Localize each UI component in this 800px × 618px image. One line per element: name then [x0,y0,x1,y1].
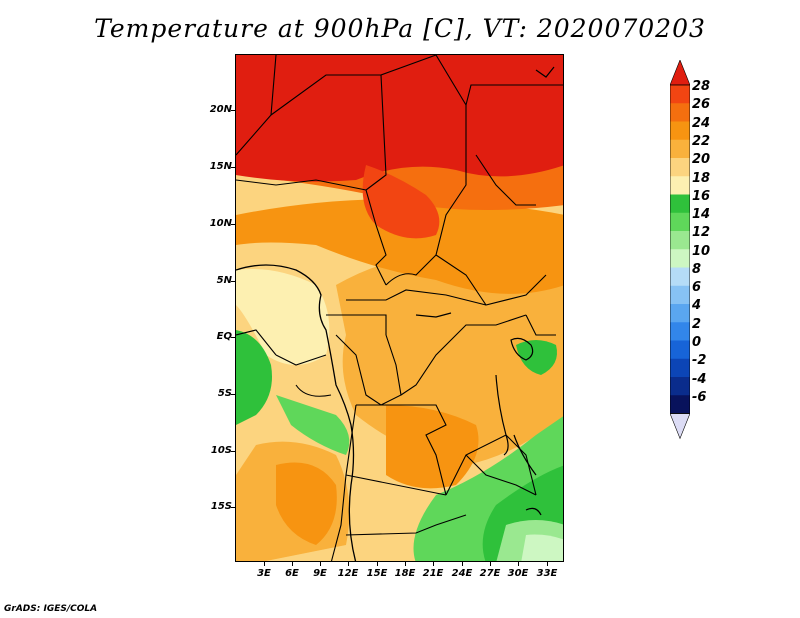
lon-label-6e: 6E [285,568,299,579]
colorbar-label: 6 [692,280,702,295]
colorbar-label: 28 [692,79,711,94]
lat-label-15n: 15N [209,161,232,172]
colorbar-label: 26 [692,97,711,112]
colorbar-segment [670,139,690,159]
band-14-16-westcoast [236,330,272,425]
colorbar-segment [670,85,690,104]
lon-label-3e: 3E [257,568,271,579]
colorbar-segment [670,322,690,341]
lat-tick [231,451,236,452]
colorbar-segment [670,395,690,414]
lon-tick [462,561,463,566]
band-12-14-coast [276,395,350,455]
colorbar-outline [670,84,690,414]
colorbar-segment [670,103,690,122]
colorbar-label: -2 [692,353,707,368]
lat-tick [231,167,236,168]
colorbar-segment [670,285,690,305]
lat-label-15s: 15S [210,501,232,512]
lat-label-eq: EQ [216,331,232,342]
lon-tick [490,561,491,566]
coastline [236,264,357,561]
colorbar-label: 2 [692,317,702,332]
colorbar-segment [670,176,690,195]
lon-label-9e: 9E [313,568,327,579]
lat-label-20n: 20N [209,104,232,115]
band-lakes-green [516,340,557,375]
lat-tick [231,110,236,111]
lon-tick [518,561,519,566]
grads-credit: GrADS: IGES/COLA [4,604,98,614]
lakes [415,66,555,516]
colorbar-segment [670,267,690,287]
colorbar-label: 24 [692,116,711,131]
lat-label-5s: 5S [217,388,232,399]
lon-label-24e: 24E [451,568,473,579]
colorbar-segment [670,158,690,177]
lon-label-30e: 30E [507,568,529,579]
lon-label-33e: 33E [536,568,558,579]
lon-tick [405,561,406,566]
colorbar-label: -4 [692,372,707,387]
lon-label-21e: 21E [422,568,444,579]
lat-tick [231,337,236,338]
lon-label-18e: 18E [394,568,416,579]
lon-tick [292,561,293,566]
band-26-28 [236,55,563,182]
band-sahel-warm [362,165,440,239]
colorbar [670,60,690,440]
map-canvas [236,55,563,561]
colorbar-min-triangle [670,413,690,440]
lat-label-10n: 10N [209,218,232,229]
lat-label-10s: 10S [210,445,232,456]
colorbar-segment [670,121,690,141]
lon-tick [348,561,349,566]
colorbar-label: 14 [692,207,711,222]
lon-tick [264,561,265,566]
colorbar-max-triangle [670,60,690,86]
lon-label-12e: 12E [337,568,359,579]
country-borders [236,55,563,561]
colorbar-segment [670,304,690,323]
lat-label-5n: 5N [216,275,232,286]
colorbar-label: 10 [692,244,711,259]
colorbar-label: 18 [692,171,711,186]
lon-label-27e: 27E [479,568,501,579]
colorbar-label: 20 [692,152,711,167]
band-22-24 [236,199,563,294]
band-se-lightest [521,534,563,561]
lon-label-15e: 15E [366,568,388,579]
temperature-map [235,54,564,562]
colorbar-label: 12 [692,225,711,240]
plot-title: Temperature at 900hPa [C], VT: 202007020… [94,14,706,43]
lon-tick [320,561,321,566]
colorbar-segment [670,377,690,396]
lat-tick [231,394,236,395]
colorbar-label: 8 [692,262,702,277]
colorbar-segment [670,231,690,250]
lat-tick [231,281,236,282]
colorbar-label: -6 [692,390,707,405]
lat-tick [231,224,236,225]
band-16-18-coast [236,269,330,365]
band-sw-warm [276,462,337,545]
lon-tick [377,561,378,566]
colorbar-label: 16 [692,189,711,204]
colorbar-segment [670,340,690,360]
lat-tick [231,507,236,508]
colorbar-segment [670,194,690,214]
colorbar-label: 0 [692,335,702,350]
lon-tick [433,561,434,566]
colorbar-segment [670,212,690,232]
colorbar-segment [670,249,690,268]
lon-tick [547,561,548,566]
colorbar-label: 4 [692,298,702,313]
colorbar-segment [670,358,690,378]
colorbar-label: 22 [692,134,711,149]
